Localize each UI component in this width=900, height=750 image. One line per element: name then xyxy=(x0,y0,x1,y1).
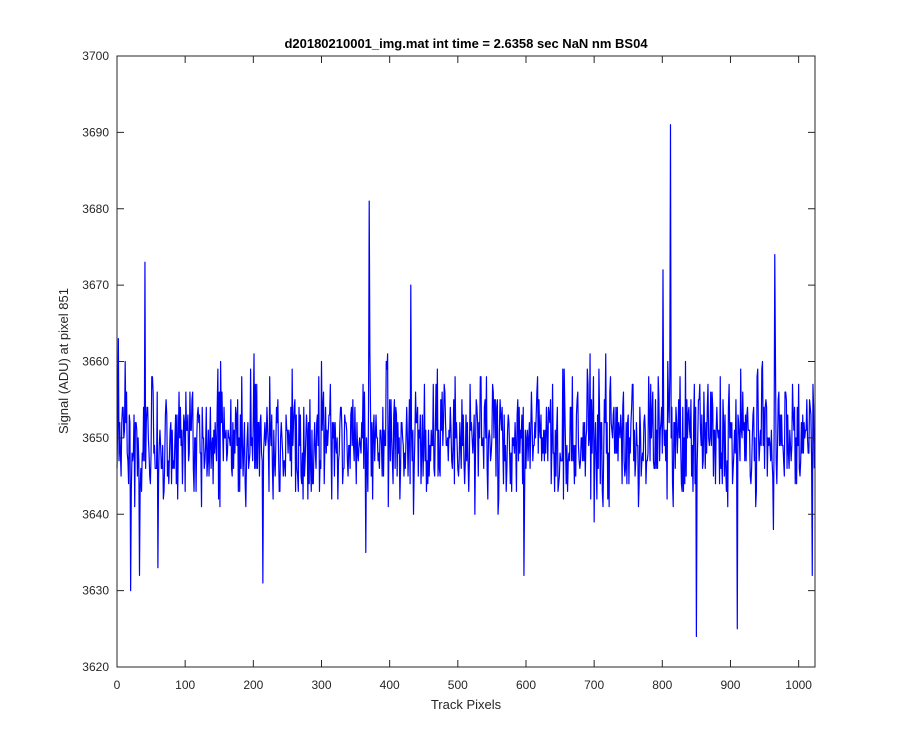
x-tick-label: 700 xyxy=(584,678,604,692)
y-tick-label: 3690 xyxy=(82,125,109,139)
x-tick-label: 300 xyxy=(311,678,331,692)
series-layer xyxy=(116,124,815,638)
x-tick-label: 1000 xyxy=(785,678,812,692)
chart-title: d20180210001_img.mat int time = 2.6358 s… xyxy=(284,36,648,51)
x-tick-label: 500 xyxy=(448,678,468,692)
y-tick-label: 3670 xyxy=(82,278,109,292)
x-tick-label: 900 xyxy=(720,678,740,692)
plot-background xyxy=(117,56,815,667)
y-tick-label: 3640 xyxy=(82,507,109,521)
x-tick-label: 0 xyxy=(114,678,121,692)
y-tick-label: 3620 xyxy=(82,660,109,674)
x-tick-label: 400 xyxy=(380,678,400,692)
y-tick-label: 3650 xyxy=(82,431,109,445)
signal-series-line xyxy=(116,124,815,638)
x-tick-label: 100 xyxy=(175,678,195,692)
y-axis-label: Signal (ADU) at pixel 851 xyxy=(56,288,71,434)
x-tick-label: 800 xyxy=(652,678,672,692)
y-axis-ticks: 3620 3630 3640 3650 3660 3670 3680 3690 3700 xyxy=(82,49,815,674)
y-tick-label: 3660 xyxy=(82,355,109,369)
x-axis-label: Track Pixels xyxy=(431,697,502,712)
x-tick-label: 200 xyxy=(243,678,263,692)
x-axis-ticks: 0 100 200 300 400 500 600 700 800 900 1000 xyxy=(114,56,812,692)
y-tick-label: 3700 xyxy=(82,49,109,63)
y-tick-label: 3630 xyxy=(82,584,109,598)
y-tick-label: 3680 xyxy=(82,202,109,216)
x-tick-label: 600 xyxy=(516,678,536,692)
